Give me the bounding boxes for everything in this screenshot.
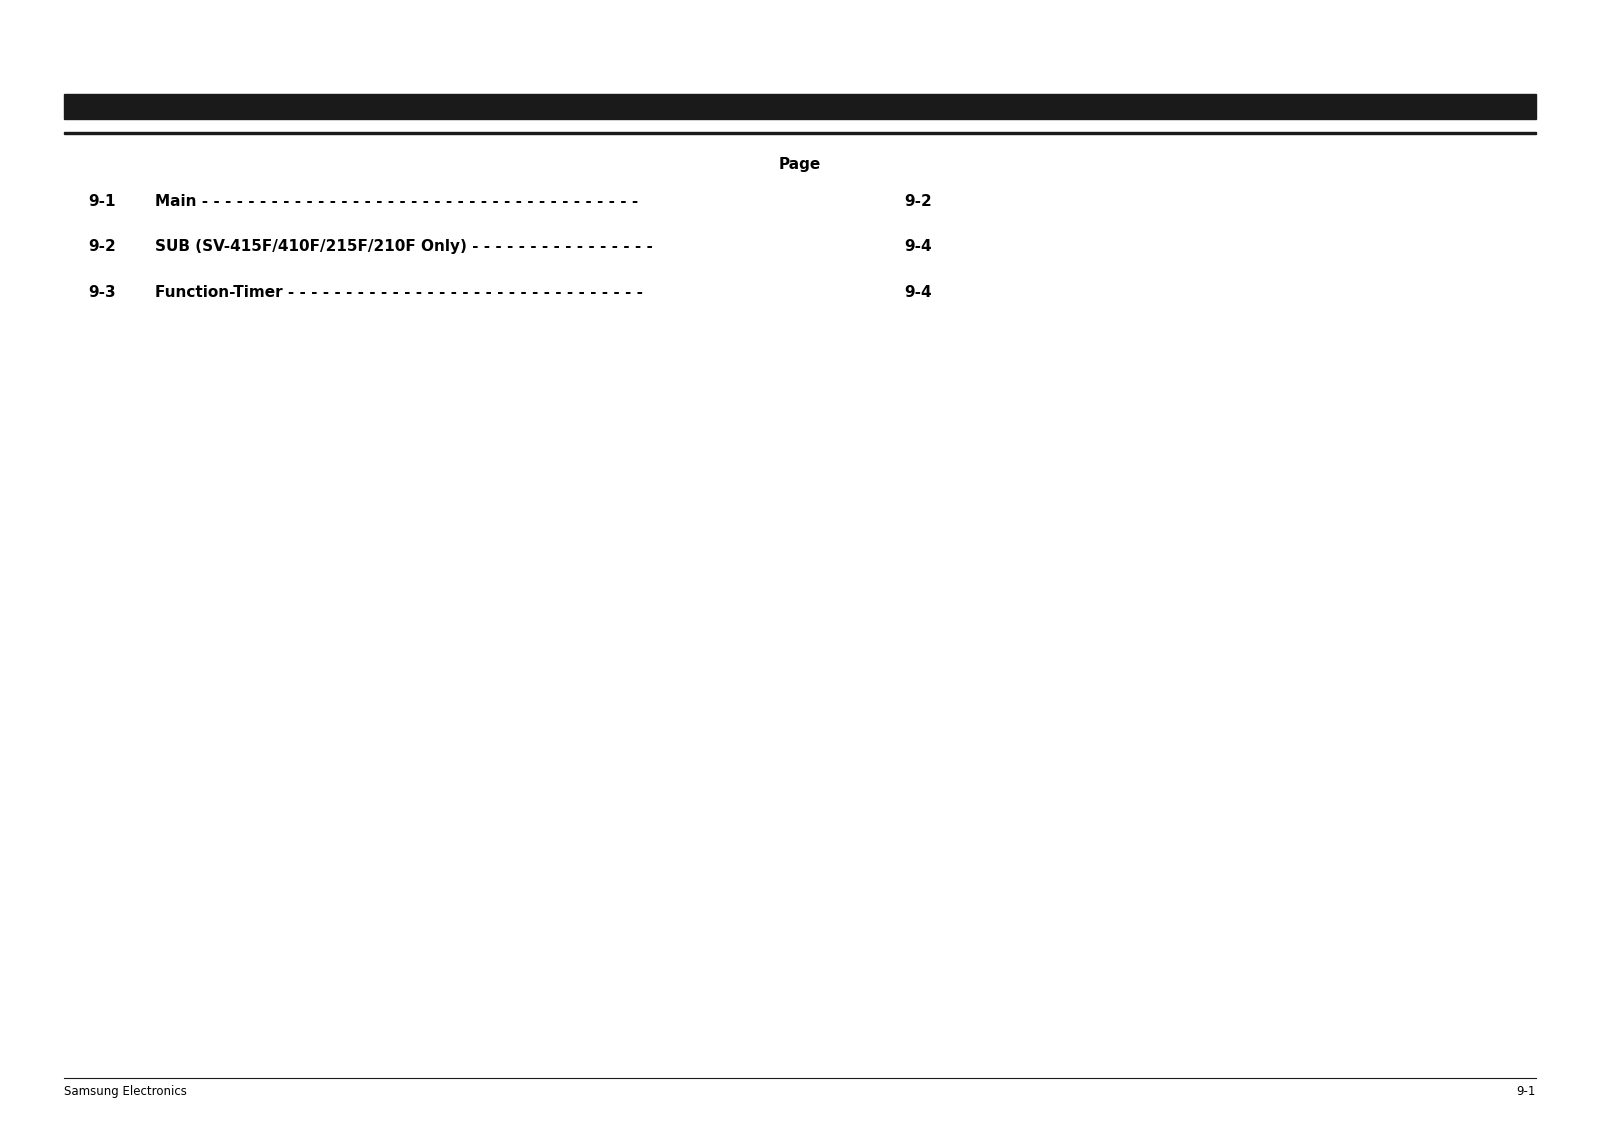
Text: Main - - - - - - - - - - - - - - - - - - - - - - - - - - - - - - - - - - - - - -: Main - - - - - - - - - - - - - - - - - -… [155,194,638,209]
Text: Page: Page [779,156,821,172]
Text: 9. PCB Diagrams: 9. PCB Diagrams [304,98,472,117]
Text: Samsung Electronics: Samsung Electronics [64,1084,187,1098]
Text: Function-Timer - - - - - - - - - - - - - - - - - - - - - - - - - - - - - - -: Function-Timer - - - - - - - - - - - - -… [155,284,643,300]
Text: 9-4: 9-4 [904,284,931,300]
Text: 9-2: 9-2 [88,239,115,255]
Text: 9-4: 9-4 [904,239,931,255]
Text: SUB (SV-415F/410F/215F/210F Only) - - - - - - - - - - - - - - - -: SUB (SV-415F/410F/215F/210F Only) - - - … [155,239,653,255]
Text: 9-3: 9-3 [88,284,115,300]
Text: 9-1: 9-1 [88,194,115,209]
Text: 9-2: 9-2 [904,194,931,209]
Text: 9-1: 9-1 [1517,1084,1536,1098]
